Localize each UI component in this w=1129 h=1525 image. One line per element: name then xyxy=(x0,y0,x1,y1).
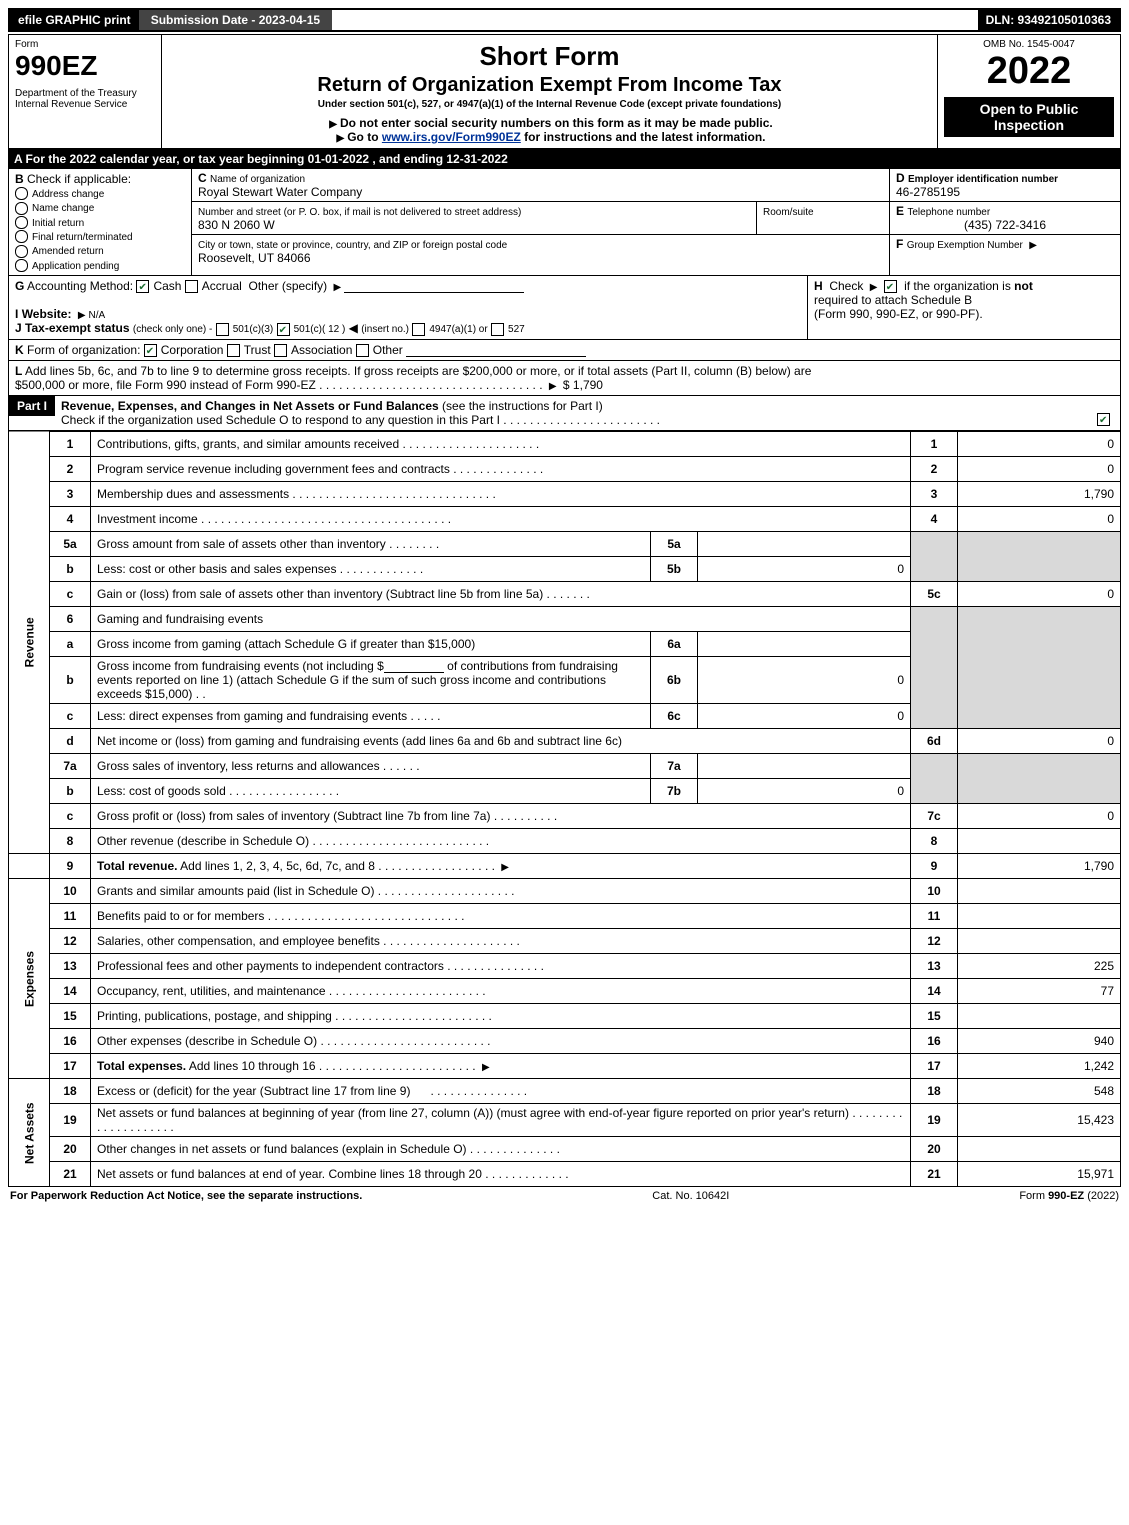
line-2-value: 0 xyxy=(958,456,1121,481)
section-g-h: G Accounting Method: Cash Accrual Other … xyxy=(8,276,1121,340)
revenue-vlabel: Revenue xyxy=(9,431,50,853)
line-5a-value xyxy=(698,531,911,556)
subtitle: Under section 501(c), 527, or 4947(a)(1)… xyxy=(172,99,927,110)
line-15-value xyxy=(958,1004,1121,1029)
line-3-value: 1,790 xyxy=(958,481,1121,506)
top-bar: efile GRAPHIC print Submission Date - 20… xyxy=(8,8,1121,32)
line-8-value xyxy=(958,829,1121,854)
irs-link[interactable]: www.irs.gov/Form990EZ xyxy=(382,130,521,144)
line-6d-value: 0 xyxy=(958,729,1121,754)
line-11-value xyxy=(958,904,1121,929)
irs-label: Internal Revenue Service xyxy=(15,99,155,110)
gross-receipts-amount: $ 1,790 xyxy=(563,378,603,392)
form-word: Form xyxy=(15,39,155,50)
section-b: B Check if applicable: Address change Na… xyxy=(9,169,192,275)
line-5b-value: 0 xyxy=(698,556,911,581)
checkbox-501c[interactable] xyxy=(277,323,290,336)
checkbox-application-pending[interactable] xyxy=(15,259,28,272)
footer-catno: Cat. No. 10642I xyxy=(652,1190,729,1202)
page-footer: For Paperwork Reduction Act Notice, see … xyxy=(8,1187,1121,1205)
checkbox-other-org[interactable] xyxy=(356,344,369,357)
line-7b-value: 0 xyxy=(698,779,911,804)
netassets-vlabel: Net Assets xyxy=(9,1079,50,1187)
omb-number: OMB No. 1545-0047 xyxy=(944,39,1114,50)
line-10-value xyxy=(958,879,1121,904)
line-9-value: 1,790 xyxy=(958,854,1121,879)
line-14-value: 77 xyxy=(958,979,1121,1004)
open-public-badge: Open to Public Inspection xyxy=(944,97,1114,137)
section-k: K Form of organization: Corporation Trus… xyxy=(8,340,1121,361)
section-a-row: A For the 2022 calendar year, or tax yea… xyxy=(8,149,1121,169)
goto-note: Go to www.irs.gov/Form990EZ for instruct… xyxy=(172,130,927,144)
footer-left: For Paperwork Reduction Act Notice, see … xyxy=(10,1190,362,1202)
part-1-table: Revenue 1 Contributions, gifts, grants, … xyxy=(8,431,1121,1187)
line-13-value: 225 xyxy=(958,954,1121,979)
line-16-value: 940 xyxy=(958,1029,1121,1054)
checkbox-corporation[interactable] xyxy=(144,344,157,357)
dept-label: Department of the Treasury xyxy=(15,88,155,99)
org-info-block: B Check if applicable: Address change Na… xyxy=(8,169,1121,276)
line-18-value: 548 xyxy=(958,1079,1121,1104)
org-street: 830 N 2060 W xyxy=(198,218,275,232)
line-6c-value: 0 xyxy=(698,704,911,729)
no-ssn-note: Do not enter social security numbers on … xyxy=(172,116,927,130)
line-4-value: 0 xyxy=(958,506,1121,531)
efile-print-label[interactable]: efile GRAPHIC print xyxy=(10,10,139,30)
part-1-tag: Part I xyxy=(9,396,55,416)
org-name: Royal Stewart Water Company xyxy=(198,185,362,199)
main-title: Return of Organization Exempt From Incom… xyxy=(172,74,927,97)
checkbox-527[interactable] xyxy=(491,323,504,336)
checkbox-cash[interactable] xyxy=(136,280,149,293)
short-form-title: Short Form xyxy=(172,41,927,72)
form-number: 990EZ xyxy=(15,50,155,82)
checkbox-4947[interactable] xyxy=(412,323,425,336)
line-7a-value xyxy=(698,754,911,779)
form-header: Form 990EZ Department of the Treasury In… xyxy=(8,34,1121,149)
checkbox-amended-return[interactable] xyxy=(15,245,28,258)
part-1-header: Part I Revenue, Expenses, and Changes in… xyxy=(8,396,1121,431)
checkbox-initial-return[interactable] xyxy=(15,216,28,229)
footer-formref: Form 990-EZ (2022) xyxy=(1019,1190,1119,1202)
line-20-value xyxy=(958,1137,1121,1162)
line-7c-value: 0 xyxy=(958,804,1121,829)
checkbox-sched-b-not-required[interactable] xyxy=(884,280,897,293)
checkbox-name-change[interactable] xyxy=(15,202,28,215)
section-d-e-f: D Employer identification number 46-2785… xyxy=(890,169,1120,275)
line-12-value xyxy=(958,929,1121,954)
phone-value: (435) 722-3416 xyxy=(896,218,1114,232)
line-19-value: 15,423 xyxy=(958,1104,1121,1137)
section-l: L Add lines 5b, 6c, and 7b to line 9 to … xyxy=(8,361,1121,396)
checkbox-association[interactable] xyxy=(274,344,287,357)
tax-year: 2022 xyxy=(944,50,1114,93)
submission-date-label: Submission Date - 2023-04-15 xyxy=(139,10,332,30)
line-6a-value xyxy=(698,631,911,656)
checkbox-trust[interactable] xyxy=(227,344,240,357)
checkbox-accrual[interactable] xyxy=(185,280,198,293)
checkbox-schedule-o-part1[interactable] xyxy=(1097,413,1110,426)
ein-value: 46-2785195 xyxy=(896,185,960,199)
line-21-value: 15,971 xyxy=(958,1162,1121,1187)
dln-label: DLN: 93492105010363 xyxy=(978,10,1119,30)
expenses-vlabel: Expenses xyxy=(9,879,50,1079)
section-c: C Name of organization Royal Stewart Wat… xyxy=(192,169,890,275)
website-value: N/A xyxy=(89,310,106,321)
line-1-value: 0 xyxy=(958,431,1121,456)
line-6b-value: 0 xyxy=(698,656,911,703)
line-5c-value: 0 xyxy=(958,581,1121,606)
org-city: Roosevelt, UT 84066 xyxy=(198,251,311,265)
checkbox-address-change[interactable] xyxy=(15,187,28,200)
checkbox-final-return[interactable] xyxy=(15,230,28,243)
line-17-value: 1,242 xyxy=(958,1054,1121,1079)
checkbox-501c3[interactable] xyxy=(216,323,229,336)
